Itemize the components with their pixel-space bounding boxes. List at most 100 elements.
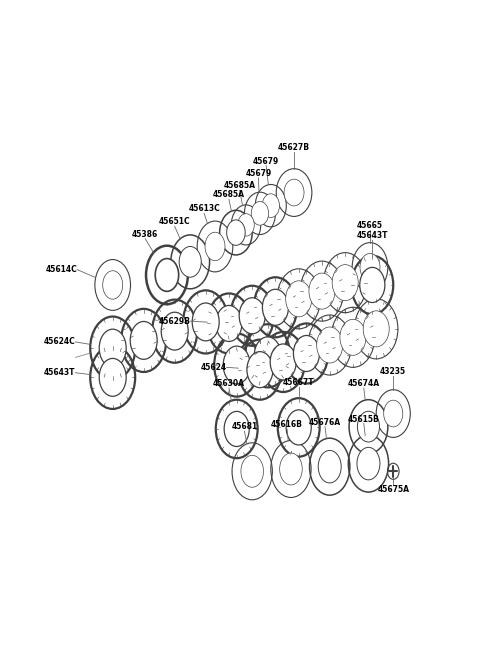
Ellipse shape bbox=[309, 273, 335, 309]
Text: 45651C: 45651C bbox=[159, 217, 191, 227]
Ellipse shape bbox=[130, 322, 157, 360]
Text: 45675A: 45675A bbox=[377, 485, 409, 494]
Ellipse shape bbox=[271, 441, 311, 498]
Ellipse shape bbox=[285, 324, 328, 384]
Ellipse shape bbox=[224, 411, 249, 447]
Text: 45674A: 45674A bbox=[348, 379, 380, 388]
Text: 45627B: 45627B bbox=[278, 143, 310, 152]
Ellipse shape bbox=[99, 329, 126, 367]
Ellipse shape bbox=[223, 346, 250, 384]
Text: 45624: 45624 bbox=[201, 363, 227, 372]
Ellipse shape bbox=[376, 390, 410, 438]
Ellipse shape bbox=[192, 303, 219, 341]
Ellipse shape bbox=[121, 309, 166, 372]
Ellipse shape bbox=[152, 299, 197, 363]
Ellipse shape bbox=[205, 233, 225, 261]
Ellipse shape bbox=[238, 214, 254, 236]
Ellipse shape bbox=[251, 202, 269, 225]
Ellipse shape bbox=[358, 411, 380, 442]
Text: 45630A: 45630A bbox=[213, 379, 245, 388]
Ellipse shape bbox=[232, 443, 272, 500]
Ellipse shape bbox=[263, 290, 288, 326]
Ellipse shape bbox=[262, 332, 305, 392]
Text: 45614C: 45614C bbox=[45, 265, 77, 274]
Ellipse shape bbox=[349, 400, 388, 454]
Ellipse shape bbox=[352, 242, 388, 292]
Ellipse shape bbox=[255, 185, 286, 227]
Ellipse shape bbox=[300, 261, 344, 321]
Ellipse shape bbox=[276, 169, 312, 216]
Ellipse shape bbox=[183, 290, 228, 354]
Ellipse shape bbox=[95, 259, 131, 310]
Ellipse shape bbox=[340, 319, 366, 356]
Ellipse shape bbox=[317, 327, 343, 363]
Ellipse shape bbox=[286, 410, 311, 445]
Ellipse shape bbox=[324, 253, 367, 312]
Ellipse shape bbox=[171, 235, 210, 289]
Ellipse shape bbox=[254, 277, 297, 337]
Ellipse shape bbox=[278, 398, 320, 457]
Ellipse shape bbox=[332, 265, 358, 301]
Ellipse shape bbox=[293, 335, 320, 371]
Ellipse shape bbox=[179, 246, 201, 277]
Text: 45685A: 45685A bbox=[213, 191, 245, 200]
Ellipse shape bbox=[241, 455, 264, 487]
Ellipse shape bbox=[262, 194, 279, 217]
Ellipse shape bbox=[270, 344, 296, 380]
Ellipse shape bbox=[99, 358, 126, 396]
Ellipse shape bbox=[239, 298, 265, 334]
Ellipse shape bbox=[90, 346, 135, 409]
Text: 45386: 45386 bbox=[132, 230, 158, 239]
Ellipse shape bbox=[244, 192, 276, 234]
Ellipse shape bbox=[384, 400, 403, 427]
Text: 45643T: 45643T bbox=[357, 231, 388, 240]
Text: 45667T: 45667T bbox=[283, 377, 314, 386]
Ellipse shape bbox=[357, 447, 380, 480]
Ellipse shape bbox=[277, 269, 321, 329]
Text: 45624C: 45624C bbox=[44, 337, 75, 346]
Text: 45676A: 45676A bbox=[309, 418, 341, 426]
Ellipse shape bbox=[238, 340, 282, 400]
Ellipse shape bbox=[227, 220, 245, 246]
Ellipse shape bbox=[197, 221, 233, 272]
Ellipse shape bbox=[216, 400, 258, 458]
Ellipse shape bbox=[284, 179, 304, 206]
Ellipse shape bbox=[363, 311, 389, 347]
Text: 45665: 45665 bbox=[357, 221, 383, 229]
Text: 45629B: 45629B bbox=[158, 316, 190, 326]
Ellipse shape bbox=[207, 293, 251, 354]
Ellipse shape bbox=[348, 435, 389, 492]
Ellipse shape bbox=[214, 333, 259, 397]
Ellipse shape bbox=[155, 259, 179, 291]
Text: 45615B: 45615B bbox=[348, 415, 380, 424]
Text: 45616B: 45616B bbox=[271, 420, 303, 429]
Ellipse shape bbox=[331, 307, 375, 367]
Text: 45681: 45681 bbox=[231, 422, 258, 431]
Text: 43235: 43235 bbox=[380, 367, 406, 376]
Ellipse shape bbox=[216, 305, 242, 341]
Ellipse shape bbox=[318, 451, 341, 483]
Ellipse shape bbox=[231, 205, 261, 245]
Ellipse shape bbox=[280, 453, 302, 485]
Ellipse shape bbox=[245, 324, 290, 387]
Text: 45685A: 45685A bbox=[224, 181, 256, 190]
Text: 45679: 45679 bbox=[245, 169, 272, 178]
Ellipse shape bbox=[161, 312, 188, 350]
Ellipse shape bbox=[254, 337, 281, 375]
Ellipse shape bbox=[351, 255, 393, 314]
Ellipse shape bbox=[220, 210, 252, 255]
Ellipse shape bbox=[247, 352, 273, 388]
Ellipse shape bbox=[360, 253, 380, 281]
Text: 45679: 45679 bbox=[253, 157, 279, 166]
Ellipse shape bbox=[103, 271, 123, 299]
Ellipse shape bbox=[286, 281, 312, 317]
Ellipse shape bbox=[90, 316, 135, 380]
Text: 45643T: 45643T bbox=[44, 368, 75, 377]
Ellipse shape bbox=[355, 299, 398, 359]
Ellipse shape bbox=[230, 286, 274, 346]
Ellipse shape bbox=[310, 438, 350, 495]
Ellipse shape bbox=[146, 246, 188, 304]
Ellipse shape bbox=[360, 267, 385, 303]
Ellipse shape bbox=[308, 315, 351, 375]
Text: 45613C: 45613C bbox=[188, 204, 220, 214]
